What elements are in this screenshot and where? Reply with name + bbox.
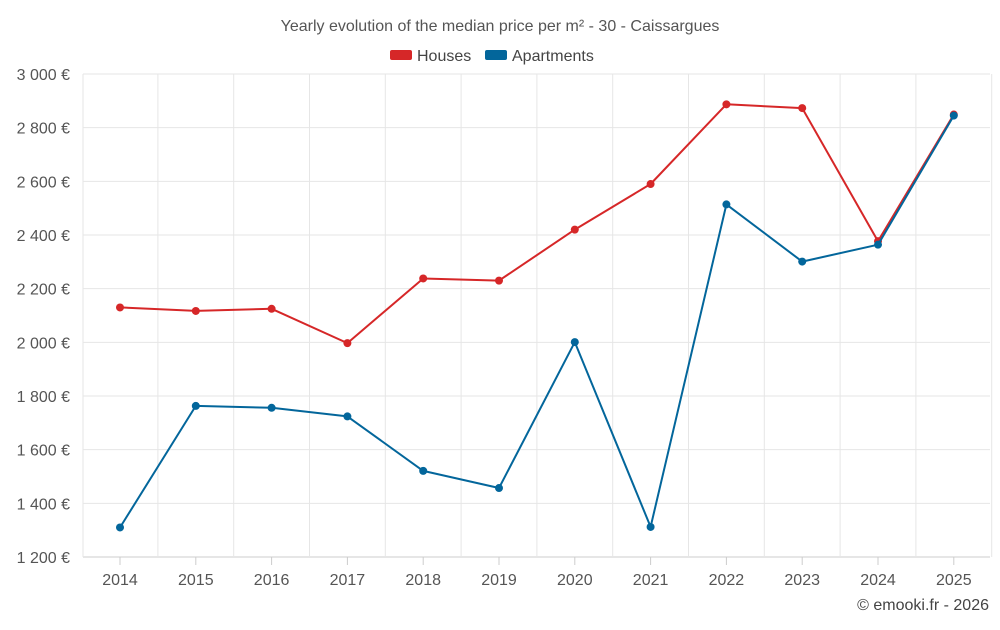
x-tick-label: 2017 xyxy=(330,572,366,589)
x-tick-label: 2024 xyxy=(860,572,896,589)
data-point-apartments[interactable] xyxy=(116,523,124,532)
x-tick-label: 2019 xyxy=(481,572,517,589)
data-point-apartments[interactable] xyxy=(570,338,579,347)
chart-title: Yearly evolution of the median price per… xyxy=(281,18,720,35)
data-point-apartments[interactable] xyxy=(949,111,958,120)
data-point-apartments[interactable] xyxy=(419,466,428,475)
x-axis: 2014 2015 2016 2017 2018 2019 2020 2021 2022 2023… xyxy=(102,557,972,589)
y-tick-label: 3 000 € xyxy=(17,67,70,84)
x-tick-label: 2022 xyxy=(709,572,745,589)
legend-label-apartments: Apartments xyxy=(512,48,594,65)
data-point-houses[interactable] xyxy=(419,274,428,283)
y-tick-label: 2 200 € xyxy=(17,282,70,299)
data-point-apartments[interactable] xyxy=(191,401,200,410)
y-tick-label: 1 200 € xyxy=(17,550,70,567)
x-tick-label: 2021 xyxy=(633,572,669,589)
data-point-apartments[interactable] xyxy=(722,200,731,209)
y-tick-label: 2 000 € xyxy=(17,335,70,352)
x-tick-label: 2023 xyxy=(784,572,820,589)
data-point-houses[interactable] xyxy=(798,104,807,113)
x-tick-label: 2018 xyxy=(405,572,441,589)
data-point-houses[interactable] xyxy=(495,276,503,285)
data-point-houses[interactable] xyxy=(267,304,276,313)
y-axis: 1 200 € 1 400 € 1 600 € 1 800 € 2 000 € 2 200… xyxy=(17,67,70,567)
legend-label-houses: Houses xyxy=(417,48,471,65)
series-line-apartments xyxy=(119,115,955,529)
x-tick-label: 2016 xyxy=(254,572,290,589)
x-tick-label: 2025 xyxy=(936,572,972,589)
series-layer xyxy=(116,100,958,532)
data-point-apartments[interactable] xyxy=(798,257,807,266)
data-point-houses[interactable] xyxy=(646,180,655,189)
footer-credit: © emooki.fr - 2026 xyxy=(857,597,989,614)
x-tick-label: 2015 xyxy=(178,572,214,589)
series-line-houses xyxy=(119,103,955,345)
legend-swatch-houses xyxy=(390,50,412,60)
legend-item-apartments[interactable]: Apartments xyxy=(485,48,594,65)
series-apartments xyxy=(116,111,958,532)
y-tick-label: 2 400 € xyxy=(17,228,70,245)
grid xyxy=(82,73,993,558)
data-point-apartments[interactable] xyxy=(267,403,276,412)
y-tick-label: 2 800 € xyxy=(17,121,70,138)
data-point-houses[interactable] xyxy=(116,303,124,312)
data-point-houses[interactable] xyxy=(722,100,731,109)
data-point-houses[interactable] xyxy=(191,306,200,315)
x-tick-label: 2020 xyxy=(557,572,593,589)
series-houses xyxy=(116,100,958,348)
y-tick-label: 1 400 € xyxy=(17,496,70,513)
data-point-apartments[interactable] xyxy=(495,484,503,493)
y-tick-label: 1 600 € xyxy=(17,443,70,460)
data-point-apartments[interactable] xyxy=(343,412,352,421)
x-tick-label: 2014 xyxy=(102,572,138,589)
legend-swatch-apartments xyxy=(485,50,507,60)
data-point-apartments[interactable] xyxy=(646,522,655,531)
data-point-houses[interactable] xyxy=(343,339,352,348)
data-point-apartments[interactable] xyxy=(874,240,882,249)
y-tick-label: 1 800 € xyxy=(17,389,70,406)
legend-item-houses[interactable]: Houses xyxy=(390,48,471,65)
data-point-houses[interactable] xyxy=(570,225,579,234)
y-tick-label: 2 600 € xyxy=(17,174,70,191)
legend: Houses Apartments xyxy=(390,48,594,65)
